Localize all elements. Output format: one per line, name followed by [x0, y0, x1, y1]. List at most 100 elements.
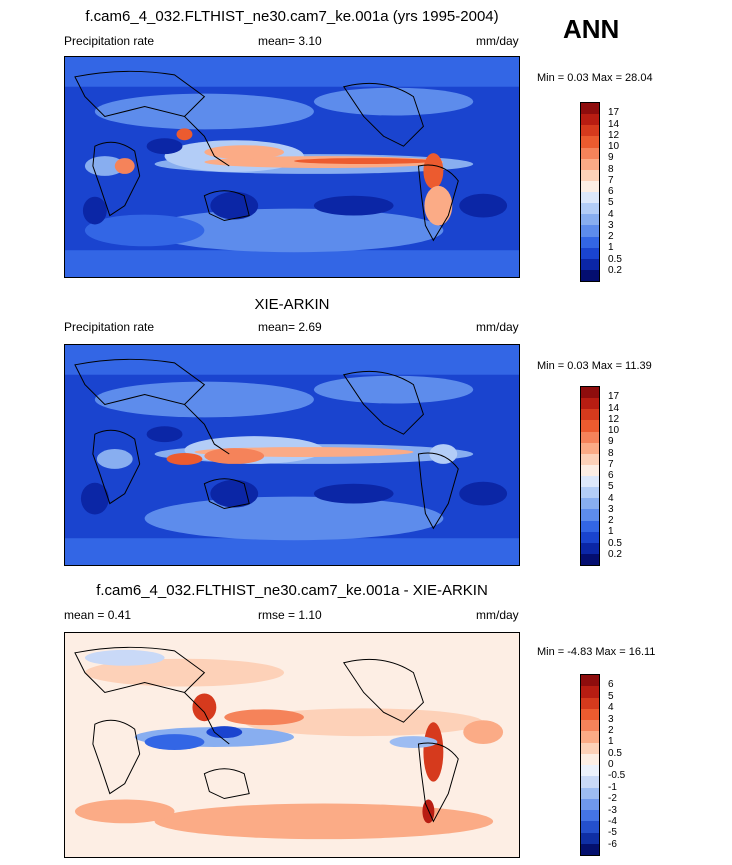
colorbar-tick-label: 12 — [608, 413, 620, 425]
colorbar-tick-label: 8 — [608, 163, 614, 175]
colorbar-swatch — [581, 821, 599, 833]
colorbar-swatch — [581, 776, 599, 788]
panel-3-map-graphic — [65, 633, 519, 857]
colorbar-swatch — [581, 531, 599, 543]
panel-2-map — [64, 344, 520, 566]
panel-3-map — [64, 632, 520, 858]
panel-2-units-label: mm/day — [476, 320, 519, 334]
colorbar-tick-label: -3 — [608, 804, 617, 816]
colorbar-swatch — [581, 476, 599, 488]
colorbar-tick-label: 3 — [608, 503, 614, 515]
colorbar-swatch — [581, 103, 599, 115]
colorbar-swatch — [581, 158, 599, 170]
panel-3-rmse-label: rmse = 1.10 — [258, 608, 322, 622]
colorbar-swatch — [581, 136, 599, 148]
colorbar-swatch — [581, 180, 599, 192]
colorbar-tick-label: 1 — [608, 736, 614, 748]
colorbar-swatch — [581, 269, 599, 281]
colorbar-swatch — [581, 387, 599, 399]
colorbar-swatch — [581, 453, 599, 465]
season-label: ANN — [563, 14, 620, 44]
panel-2-variable-label: Precipitation rate — [64, 320, 155, 334]
panel-1-mean-label: mean= 3.10 — [258, 34, 322, 48]
colorbar-tick-label: 4 — [608, 208, 614, 220]
colorbar-swatch — [581, 442, 599, 454]
colorbar-swatch — [581, 203, 599, 215]
colorbar-swatch — [581, 509, 599, 521]
colorbar-tick-label: -1 — [608, 781, 617, 793]
colorbar-tick-label: -4 — [608, 815, 617, 827]
colorbar-tick-label: 3 — [608, 219, 614, 231]
colorbar-tick-label: 1 — [608, 526, 614, 538]
panel-2-title: XIE-ARKIN — [254, 296, 330, 313]
colorbar-tick-label: 6 — [608, 679, 614, 691]
colorbar-swatch — [581, 708, 599, 720]
colorbar-tick-label: 0 — [608, 759, 614, 770]
panel-2-map-graphic — [65, 345, 519, 565]
panel-3-colorbar — [580, 674, 600, 856]
colorbar-tick-label: 9 — [608, 436, 614, 448]
panel-2-mean-label: mean= 2.69 — [258, 320, 322, 334]
colorbar-tick-label: 2 — [608, 231, 614, 242]
colorbar-swatch — [581, 398, 599, 410]
colorbar-swatch — [581, 192, 599, 204]
colorbar-tick-label: 2 — [608, 515, 614, 526]
colorbar-tick-label: 4 — [608, 702, 614, 714]
colorbar-tick-label: 14 — [608, 118, 620, 130]
colorbar-tick-label: 0.2 — [608, 548, 622, 560]
colorbar-swatch — [581, 114, 599, 126]
colorbar-tick-label: 17 — [608, 107, 620, 119]
colorbar-swatch — [581, 236, 599, 248]
colorbar-swatch — [581, 787, 599, 799]
panel-1-map — [64, 56, 520, 278]
colorbar-swatch — [581, 431, 599, 443]
colorbar-tick-label: 2 — [608, 724, 614, 736]
colorbar-swatch — [581, 720, 599, 732]
colorbar-swatch — [581, 753, 599, 765]
colorbar-tick-label: 0.5 — [608, 537, 622, 549]
colorbar-swatch — [581, 731, 599, 743]
colorbar-tick-label: 0.2 — [608, 264, 622, 276]
colorbar-tick-label: 8 — [608, 447, 614, 459]
panel-1-colorbar — [580, 102, 600, 282]
colorbar-swatch — [581, 520, 599, 532]
colorbar-swatch — [581, 843, 599, 855]
colorbar-swatch — [581, 258, 599, 270]
colorbar-swatch — [581, 169, 599, 181]
colorbar-tick-label: 6 — [608, 470, 614, 481]
panel-2-colorbar — [580, 386, 600, 566]
colorbar-tick-label: 5 — [608, 197, 614, 209]
colorbar-swatch — [581, 798, 599, 810]
panel-2-min-max: Min = 0.03 Max = 11.39 — [537, 360, 652, 372]
colorbar-tick-label: -0.5 — [608, 770, 626, 782]
colorbar-tick-label: -6 — [608, 838, 617, 850]
colorbar-swatch — [581, 409, 599, 421]
colorbar-tick-label: -2 — [608, 793, 617, 805]
panel-3-units-label: mm/day — [476, 608, 519, 622]
colorbar-swatch — [581, 675, 599, 687]
colorbar-tick-label: 10 — [608, 141, 620, 152]
colorbar-swatch — [581, 553, 599, 565]
colorbar-tick-label: 7 — [608, 174, 614, 186]
colorbar-tick-label: 4 — [608, 492, 614, 504]
colorbar-tick-label: 5 — [608, 690, 614, 702]
colorbar-swatch — [581, 464, 599, 476]
panel-1-title: f.cam6_4_032.FLTHIST_ne30.cam7_ke.001a (… — [85, 8, 499, 25]
colorbar-tick-label: 5 — [608, 481, 614, 493]
colorbar-tick-label: 7 — [608, 458, 614, 470]
colorbar-swatch — [581, 742, 599, 754]
panel-1-variable-label: Precipitation rate — [64, 34, 155, 48]
colorbar-tick-label: 9 — [608, 152, 614, 164]
colorbar-tick-label: 0.5 — [608, 253, 622, 265]
colorbar-tick-label: 10 — [608, 425, 620, 436]
colorbar-swatch — [581, 832, 599, 844]
colorbar-tick-label: 0.5 — [608, 747, 622, 759]
colorbar-tick-label: 6 — [608, 186, 614, 197]
panel-3-mean-label: mean = 0.41 — [64, 608, 132, 622]
colorbar-swatch — [581, 147, 599, 159]
colorbar-swatch — [581, 765, 599, 777]
colorbar-tick-label: 3 — [608, 713, 614, 725]
colorbar-tick-label: 14 — [608, 402, 620, 414]
colorbar-swatch — [581, 487, 599, 499]
panel-3-min-max: Min = -4.83 Max = 16.11 — [537, 646, 656, 658]
